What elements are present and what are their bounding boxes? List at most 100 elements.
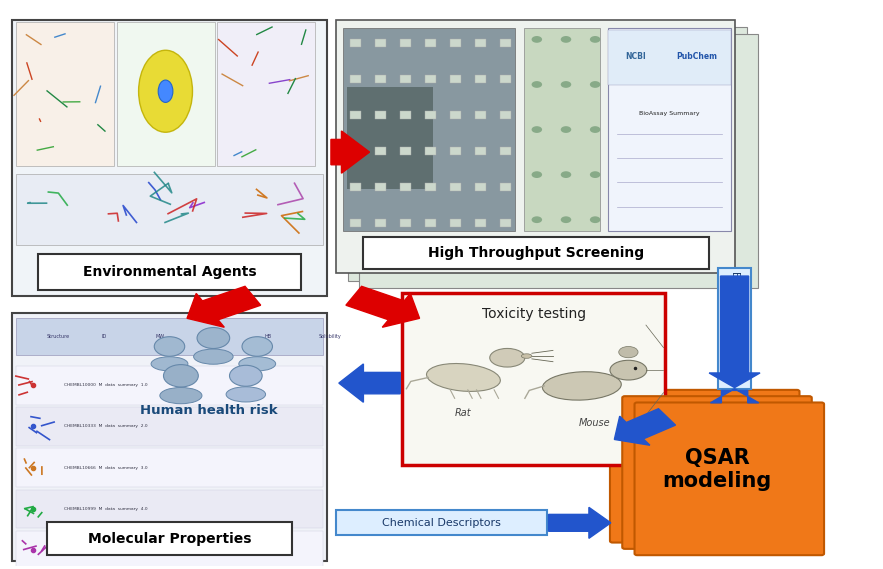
Bar — [608, 28, 731, 231]
Bar — [608, 30, 731, 85]
Bar — [11, 20, 328, 296]
Text: Solubility: Solubility — [319, 334, 342, 339]
Bar — [16, 366, 323, 405]
Circle shape — [242, 337, 273, 356]
Text: High Throughput Screening: High Throughput Screening — [427, 246, 644, 259]
Circle shape — [590, 126, 600, 133]
Bar — [475, 75, 486, 83]
Text: CHEMBL11332  M  data  summary  5.0: CHEMBL11332 M data summary 5.0 — [64, 548, 148, 552]
Bar — [16, 448, 323, 486]
Bar — [500, 111, 510, 119]
Text: Chemical Descriptors: Chemical Descriptors — [382, 518, 501, 528]
Bar — [450, 39, 461, 47]
Bar — [351, 147, 361, 155]
Polygon shape — [346, 286, 419, 327]
Bar — [351, 111, 361, 119]
Bar — [500, 75, 510, 83]
Polygon shape — [709, 276, 760, 387]
Bar — [16, 175, 323, 245]
Bar — [450, 75, 461, 83]
Text: CHEMBL10000  M  data  summary  1.0: CHEMBL10000 M data summary 1.0 — [64, 384, 147, 387]
Bar — [336, 510, 547, 535]
Circle shape — [532, 126, 542, 133]
Ellipse shape — [238, 357, 275, 371]
Bar — [343, 28, 515, 231]
Text: HB: HB — [264, 334, 271, 339]
Bar — [450, 147, 461, 155]
Bar — [348, 27, 747, 281]
FancyBboxPatch shape — [610, 390, 799, 543]
Ellipse shape — [151, 357, 188, 371]
Circle shape — [532, 36, 542, 43]
Bar — [475, 219, 486, 227]
Circle shape — [590, 171, 600, 178]
Polygon shape — [548, 508, 611, 538]
FancyBboxPatch shape — [623, 396, 811, 549]
Text: Environmental Agents: Environmental Agents — [83, 265, 256, 279]
Text: PubChem: PubChem — [676, 52, 717, 61]
Bar — [500, 183, 510, 191]
Bar — [375, 219, 386, 227]
Circle shape — [561, 216, 571, 223]
Bar — [347, 87, 433, 189]
Bar — [16, 407, 323, 446]
Text: QSAR
modeling: QSAR modeling — [662, 448, 772, 491]
Text: MW: MW — [155, 334, 164, 339]
Bar — [351, 75, 361, 83]
Bar — [117, 23, 215, 166]
Bar — [16, 531, 323, 569]
Bar — [425, 147, 435, 155]
Circle shape — [197, 328, 230, 348]
Text: Toxicity testing: Toxicity testing — [481, 307, 585, 321]
Ellipse shape — [490, 348, 525, 367]
Text: Rat: Rat — [454, 409, 471, 418]
Ellipse shape — [426, 364, 501, 391]
Circle shape — [561, 171, 571, 178]
Bar — [475, 183, 486, 191]
Circle shape — [590, 81, 600, 88]
Circle shape — [561, 126, 571, 133]
Bar — [450, 219, 461, 227]
Ellipse shape — [542, 372, 622, 400]
Bar — [500, 219, 510, 227]
Circle shape — [561, 81, 571, 88]
Ellipse shape — [619, 347, 638, 358]
Text: Molecular Properties: Molecular Properties — [87, 531, 252, 546]
Text: Mouse: Mouse — [578, 418, 610, 428]
Bar — [500, 39, 510, 47]
Polygon shape — [339, 364, 400, 402]
Text: ID: ID — [101, 334, 106, 339]
Bar — [400, 147, 411, 155]
Bar — [375, 147, 386, 155]
Bar — [400, 183, 411, 191]
Bar — [375, 75, 386, 83]
Bar — [363, 237, 709, 269]
Bar — [524, 28, 600, 231]
Ellipse shape — [139, 50, 192, 132]
Text: BioAssay Summary: BioAssay Summary — [639, 111, 700, 116]
FancyBboxPatch shape — [635, 402, 824, 555]
Text: LogP: LogP — [210, 334, 222, 339]
Bar — [47, 522, 292, 555]
Bar — [400, 111, 411, 119]
Bar — [425, 219, 435, 227]
Text: NCBI: NCBI — [625, 52, 645, 61]
Bar — [400, 39, 411, 47]
Bar — [351, 183, 361, 191]
Bar — [450, 111, 461, 119]
Bar — [16, 318, 323, 355]
Bar — [351, 219, 361, 227]
Ellipse shape — [193, 349, 233, 364]
Circle shape — [532, 171, 542, 178]
Bar — [425, 183, 435, 191]
Bar — [400, 75, 411, 83]
Bar — [475, 111, 486, 119]
Text: CHEMBL10999  M  data  summary  4.0: CHEMBL10999 M data summary 4.0 — [64, 507, 147, 511]
Bar — [425, 39, 435, 47]
Ellipse shape — [521, 354, 532, 358]
Text: Structure: Structure — [47, 334, 70, 339]
Bar — [336, 20, 736, 273]
Text: CHEMBL10666  M  data  summary  3.0: CHEMBL10666 M data summary 3.0 — [64, 465, 147, 469]
Text: CHEMBL10333  M  data  summary  2.0: CHEMBL10333 M data summary 2.0 — [64, 424, 147, 428]
Bar — [359, 34, 758, 288]
